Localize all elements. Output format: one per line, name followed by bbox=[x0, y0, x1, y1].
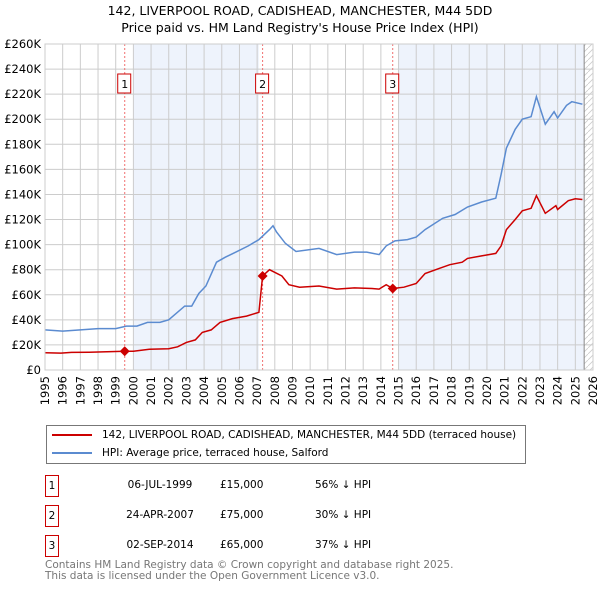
sale-date: 24-APR-2007 bbox=[126, 509, 194, 521]
x-tick-label: 2021 bbox=[498, 376, 512, 405]
y-tick-label: £220K bbox=[4, 87, 41, 101]
x-tick-label: 1997 bbox=[73, 376, 87, 405]
legend-label: 142, LIVERPOOL ROAD, CADISHEAD, MANCHEST… bbox=[102, 429, 517, 441]
x-tick-label: 2010 bbox=[303, 376, 317, 405]
footer-attribution: Contains HM Land Registry data © Crown c… bbox=[45, 560, 453, 582]
y-tick-label: £240K bbox=[4, 62, 41, 76]
x-tick-label: 2023 bbox=[533, 376, 547, 405]
x-tick-label: 2005 bbox=[215, 376, 229, 405]
x-tick-label: 2001 bbox=[144, 376, 158, 405]
x-tick-label: 1996 bbox=[56, 376, 70, 405]
x-tick-label: 2003 bbox=[179, 376, 193, 405]
title-line: 142, LIVERPOOL ROAD, CADISHEAD, MANCHEST… bbox=[107, 3, 493, 18]
legend-blue-line bbox=[52, 452, 92, 454]
sale-point bbox=[257, 270, 268, 281]
price-chart: 1995 1996 1997 1998 1999 2000 2001 2002 2003 2004… bbox=[4, 37, 600, 405]
x-tick-label: 2009 bbox=[285, 376, 299, 405]
x-tick-label: 1999 bbox=[109, 376, 123, 405]
y-tick-label: £100K bbox=[4, 238, 41, 252]
sale-hpi-diff: 37% ↓ HPI bbox=[315, 539, 372, 551]
x-tick-label: 2024 bbox=[551, 376, 565, 405]
y-tick-label: £180K bbox=[4, 137, 41, 151]
x-tick-label: 2019 bbox=[462, 376, 476, 405]
y-tick-label: £80K bbox=[12, 263, 42, 277]
sale-number-badge: 3 bbox=[45, 535, 59, 557]
sale-point bbox=[119, 346, 130, 357]
x-tick-label: 2018 bbox=[445, 376, 459, 405]
sale-date: 06-JUL-1999 bbox=[127, 479, 193, 491]
transaction-row: 3 02-SEP-2014 £65,000 37% ↓ HPI bbox=[45, 535, 545, 557]
x-tick-label: 2016 bbox=[409, 376, 423, 405]
sale-hpi-diff: 56% ↓ HPI bbox=[315, 479, 372, 491]
x-tick-label: 2012 bbox=[339, 376, 353, 405]
x-tick-label: 2007 bbox=[250, 376, 264, 405]
y-tick-label: £160K bbox=[4, 162, 41, 176]
plot-border bbox=[44, 43, 594, 371]
hpi-line bbox=[44, 94, 583, 332]
x-tick-label: 2015 bbox=[392, 376, 406, 405]
sale-price: £15,000 bbox=[220, 479, 264, 491]
y-tick-label: £200K bbox=[4, 112, 41, 126]
property-price-line bbox=[44, 193, 583, 354]
sale-label-box bbox=[117, 73, 132, 94]
sale-label-box bbox=[385, 73, 400, 94]
x-tick-label: 2014 bbox=[374, 376, 388, 405]
sale-price: £75,000 bbox=[220, 509, 264, 521]
x-tick-label: 2020 bbox=[480, 376, 494, 405]
sale-date: 02-SEP-2014 bbox=[126, 539, 194, 551]
sale-price: £65,000 bbox=[220, 539, 264, 551]
x-tick-label: 2011 bbox=[321, 376, 335, 405]
x-tick-label: 2000 bbox=[126, 376, 140, 405]
y-tick-label: £120K bbox=[4, 213, 41, 227]
y-tick-label: £40K bbox=[12, 313, 42, 327]
legend-red-line bbox=[52, 434, 92, 436]
transaction-row: 2 24-APR-2007 £75,000 30% ↓ HPI bbox=[45, 505, 545, 527]
sale-label-number: 2 bbox=[259, 78, 266, 91]
x-tick-label: 1995 bbox=[38, 376, 52, 405]
x-tick-label: 2026 bbox=[586, 376, 600, 405]
y-tick-label: £20K bbox=[12, 338, 42, 352]
subtitle-line: Price paid vs. HM Land Registry's House … bbox=[121, 20, 479, 35]
sale-number-badge: 1 bbox=[45, 475, 59, 497]
legend-label: HPI: Average price, terraced house, Salf… bbox=[102, 447, 329, 459]
x-tick-label: 2025 bbox=[568, 376, 582, 405]
x-tick-label: 2004 bbox=[197, 376, 211, 405]
sale-label-number: 3 bbox=[389, 78, 396, 91]
sale-number-badge: 2 bbox=[45, 505, 59, 527]
y-tick-label: £60K bbox=[12, 288, 42, 302]
x-tick-label: 2002 bbox=[162, 376, 176, 405]
y-tick-label: £0 bbox=[26, 363, 41, 377]
legend-item-property: 142, LIVERPOOL ROAD, CADISHEAD, MANCHEST… bbox=[47, 426, 516, 444]
x-tick-label: 2017 bbox=[427, 376, 441, 405]
footer-line: Contains HM Land Registry data © Crown c… bbox=[45, 559, 454, 571]
x-tick-label: 2022 bbox=[515, 376, 529, 405]
x-tick-label: 2008 bbox=[268, 376, 282, 405]
shaded-period bbox=[133, 44, 259, 370]
y-tick-label: £260K bbox=[4, 37, 41, 51]
sale-label-number: 1 bbox=[121, 78, 128, 91]
x-tick-label: 1998 bbox=[91, 376, 105, 405]
sale-point bbox=[387, 283, 398, 294]
legend: 142, LIVERPOOL ROAD, CADISHEAD, MANCHEST… bbox=[46, 425, 526, 464]
footer-line: This data is licensed under the Open Gov… bbox=[45, 570, 380, 582]
legend-item-hpi: HPI: Average price, terraced house, Salf… bbox=[47, 444, 328, 462]
forecast-hatch bbox=[584, 44, 593, 370]
y-tick-label: £140K bbox=[4, 187, 41, 201]
sale-hpi-diff: 30% ↓ HPI bbox=[315, 509, 372, 521]
x-tick-label: 2006 bbox=[232, 376, 246, 405]
transaction-row: 1 06-JUL-1999 £15,000 56% ↓ HPI bbox=[45, 475, 545, 497]
x-tick-label: 2013 bbox=[356, 376, 370, 405]
chart-title: 142, LIVERPOOL ROAD, CADISHEAD, MANCHEST… bbox=[0, 2, 600, 36]
sale-label-box bbox=[255, 73, 270, 94]
